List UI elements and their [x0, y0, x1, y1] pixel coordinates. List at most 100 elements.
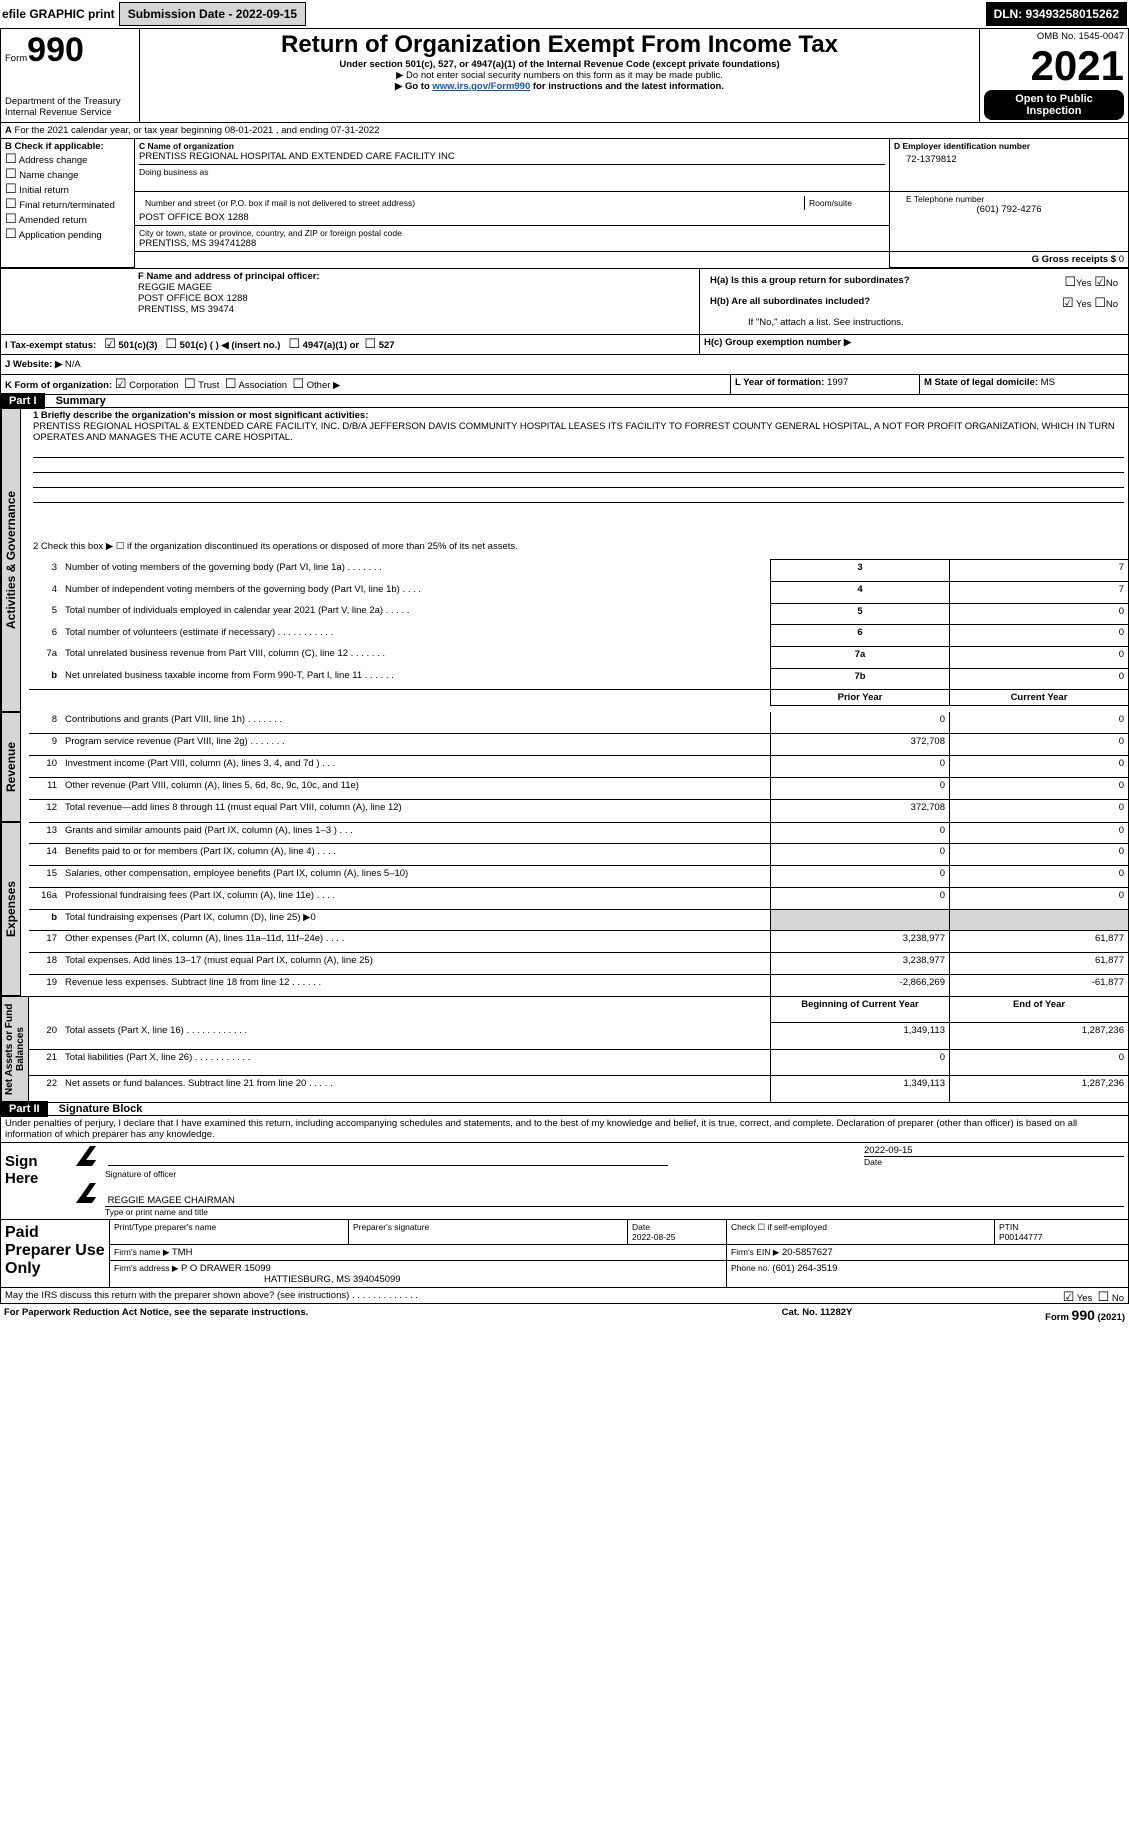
officer-addr2: PRENTISS, MS 39474	[138, 304, 695, 315]
chk-501c3[interactable]: ☑	[104, 337, 116, 352]
efile-label: efile GRAPHIC print	[2, 7, 115, 21]
chk-501c[interactable]: ☐	[165, 337, 177, 352]
prep-c4[interactable]: Check ☐ if self-employed	[727, 1220, 995, 1245]
chk-trust[interactable]: ☐	[184, 377, 196, 392]
line-2: 2 Check this box ▶ ☐ if the organization…	[29, 539, 1129, 560]
chk-corp[interactable]: ☑	[115, 377, 127, 392]
pra-notice: For Paperwork Reduction Act Notice, see …	[0, 1305, 713, 1325]
r14-py: 0	[771, 844, 950, 866]
i-lbl: I Tax-exempt status:	[5, 340, 96, 351]
r16a-t: Professional fundraising fees (Part IX, …	[61, 887, 771, 909]
b-item-5: Application pending	[19, 230, 102, 241]
tab-revenue: Revenue	[1, 712, 21, 822]
open-to-public: Open to Public Inspection	[984, 90, 1124, 120]
chk-amended[interactable]: ☐ Amended return	[5, 212, 130, 227]
d-lbl: D Employer identification number	[894, 141, 1124, 151]
prep-ptin: P00144777	[999, 1232, 1043, 1242]
dba-value	[139, 177, 885, 189]
l-val: 1997	[827, 377, 848, 388]
p1r7a-val: 0	[950, 646, 1129, 668]
chk-final-return[interactable]: ☐ Final return/terminated	[5, 197, 130, 212]
hb-lbl: H(b) Are all subordinates included?	[710, 296, 870, 307]
p1-row-7b: bNet unrelated business taxable income f…	[1, 668, 1129, 690]
r21-t: Total liabilities (Part X, line 26) . . …	[61, 1049, 771, 1076]
discuss-yes: Yes	[1077, 1293, 1093, 1304]
firm-addr1: P O DRAWER 15099	[181, 1263, 271, 1274]
street-lbl: Number and street (or P.O. box if mail i…	[141, 196, 802, 210]
p1r5-val: 0	[950, 603, 1129, 625]
r14-cy: 0	[950, 844, 1129, 866]
submission-date-btn[interactable]: Submission Date - 2022-09-15	[119, 2, 306, 26]
form-prefix: Form	[5, 53, 27, 64]
r13-cy: 0	[950, 822, 1129, 844]
r10-t: Investment income (Part VIII, column (A)…	[61, 756, 771, 778]
chk-address-change[interactable]: ☐ Address change	[5, 152, 130, 167]
m-lbl: M State of legal domicile:	[924, 377, 1038, 388]
city-lbl: City or town, state or province, country…	[139, 228, 885, 238]
chk-app-pending[interactable]: ☐ Application pending	[5, 227, 130, 242]
ein-lbl: Firm's EIN ▶	[731, 1247, 779, 1257]
p1r7b-text: Net unrelated business taxable income fr…	[61, 668, 771, 690]
form-header: Form990 Department of the Treasury Inter…	[0, 28, 1129, 123]
r21-n: 21	[29, 1049, 61, 1076]
discuss-answer[interactable]: ☑ Yes ☐ No	[1063, 1290, 1124, 1305]
chk-527[interactable]: ☐	[364, 337, 376, 352]
part1-body: Activities & Governance 1 Briefly descri…	[0, 408, 1129, 1103]
r9-n: 9	[29, 733, 61, 755]
typed-name-lbl: Type or print name and title	[105, 1206, 1124, 1217]
prep-c5: PTIN	[999, 1222, 1018, 1232]
f-h-block: F Name and address of principal officer:…	[0, 268, 1129, 355]
irs-label: Internal Revenue Service	[5, 107, 135, 118]
hb-answer[interactable]: ☑ Yes ☐No	[986, 294, 1122, 313]
firm-lbl: Firm's name ▶	[114, 1247, 169, 1257]
part1-header: Part I Summary	[0, 395, 1129, 408]
hb-yes: Yes	[1076, 299, 1092, 310]
chk-4947[interactable]: ☐	[288, 337, 300, 352]
r17-cy: 61,877	[950, 931, 1129, 953]
p1r6-text: Total number of volunteers (estimate if …	[61, 625, 771, 647]
org-name: PRENTISS REGIONAL HOSPITAL AND EXTENDED …	[139, 151, 885, 162]
ha-no: No	[1106, 278, 1118, 289]
addr-lbl: Firm's address ▶	[114, 1263, 178, 1273]
entity-block: B Check if applicable: ☐ Address change …	[0, 139, 1129, 268]
irs-link[interactable]: www.irs.gov/Form990	[432, 81, 530, 92]
tax-year: 2021	[984, 42, 1124, 90]
website-value: N/A	[62, 359, 80, 370]
r20-t: Total assets (Part X, line 16) . . . . .…	[61, 1023, 771, 1050]
r18-py: 3,238,977	[771, 953, 950, 975]
firm-addr2: HATTIESBURG, MS 394045099	[114, 1274, 401, 1285]
firm-phone: (601) 264-3519	[772, 1263, 837, 1274]
goto-line: ▶ Go to www.irs.gov/Form990 for instruct…	[144, 81, 975, 92]
p1r3-text: Number of voting members of the governin…	[61, 560, 771, 582]
r16b-py	[771, 909, 950, 931]
ha-answer[interactable]: ☐Yes ☑No	[986, 273, 1122, 292]
r17-n: 17	[29, 931, 61, 953]
p1-row-4: 4Number of independent voting members of…	[1, 582, 1129, 604]
part2-title: Signature Block	[51, 1103, 143, 1115]
sig-lbl: Signature of officer	[83, 1169, 856, 1179]
p1-row-3: 3Number of voting members of the governi…	[1, 560, 1129, 582]
r9-py: 372,708	[771, 733, 950, 755]
form-subtitle: Under section 501(c), 527, or 4947(a)(1)…	[144, 59, 975, 70]
chk-other[interactable]: ☐	[292, 377, 304, 392]
r8-py: 0	[771, 712, 950, 733]
r17-t: Other expenses (Part IX, column (A), lin…	[61, 931, 771, 953]
r13-n: 13	[29, 822, 61, 844]
part2-header: Part II Signature Block	[0, 1103, 1129, 1116]
p1r4-val: 7	[950, 582, 1129, 604]
section-i: I Tax-exempt status: ☑ 501(c)(3) ☐ 501(c…	[1, 335, 700, 355]
r12-cy: 0	[950, 800, 1129, 822]
p1r5-text: Total number of individuals employed in …	[61, 603, 771, 625]
line-a-text: For the 2021 calendar year, or tax year …	[15, 125, 380, 136]
chk-name-change[interactable]: ☐ Name change	[5, 167, 130, 182]
tab-net-assets: Net Assets or Fund Balances	[1, 996, 29, 1102]
chk-assoc[interactable]: ☐	[225, 377, 237, 392]
r10-py: 0	[771, 756, 950, 778]
phone-value: (601) 792-4276	[894, 204, 1124, 215]
r12-t: Total revenue—add lines 8 through 11 (mu…	[61, 800, 771, 822]
r16a-py: 0	[771, 887, 950, 909]
sig-line[interactable]	[108, 1145, 668, 1166]
chk-initial-return[interactable]: ☐ Initial return	[5, 182, 130, 197]
b-item-0: Address change	[19, 155, 88, 166]
i-o1: 501(c)(3)	[118, 340, 157, 351]
